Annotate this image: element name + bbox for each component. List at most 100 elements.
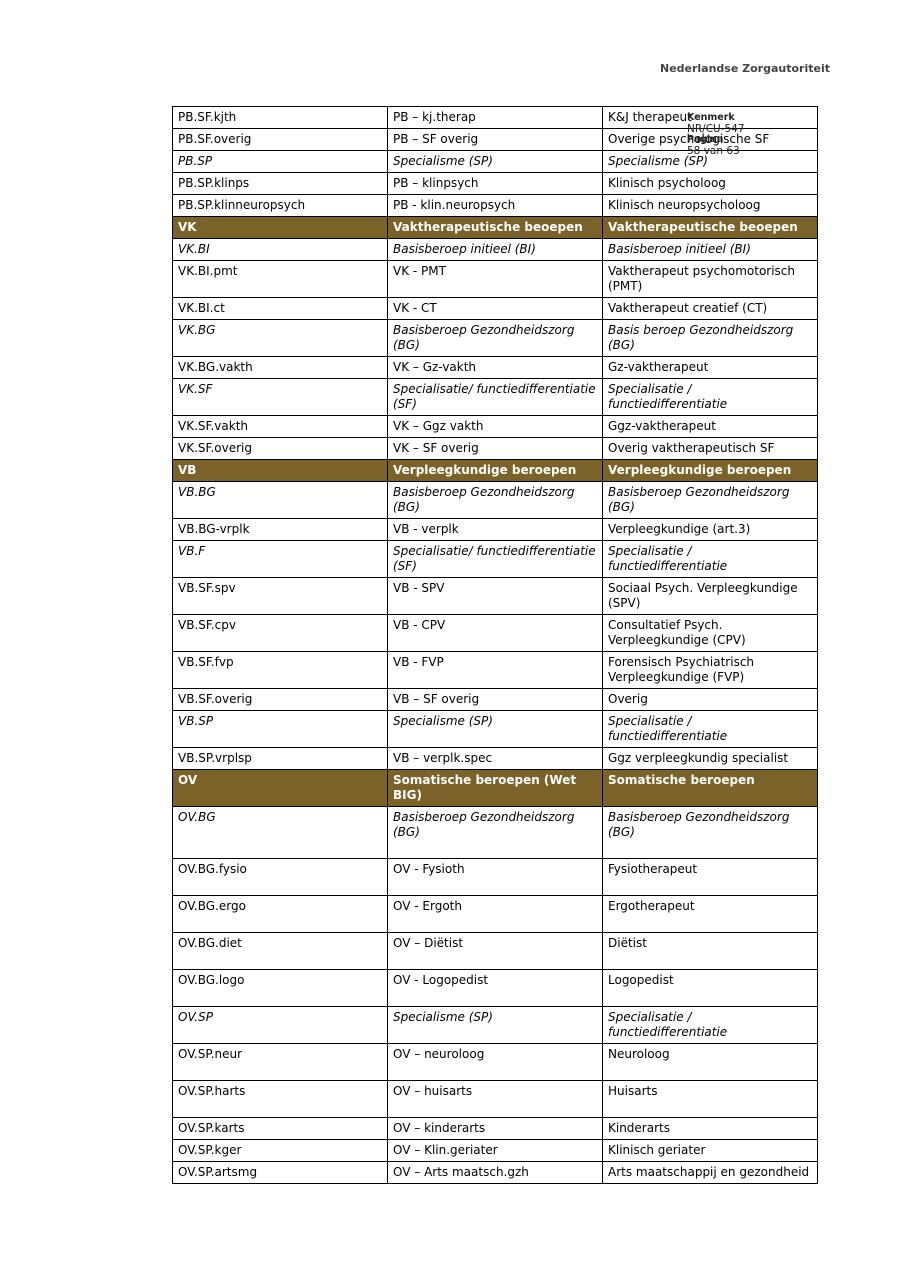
table-row: VB.BG Basisberoep Gezondheidszorg (BG) Bas… xyxy=(172,481,818,519)
table-row: OV.SP Specialisme (SP) Specialisatie / fun… xyxy=(172,1006,818,1044)
table-row: OV.SP.kger OV – Klin.geriater Klinisch ger… xyxy=(172,1139,818,1162)
table-row: OV.BG.diet OV – Diëtist Diëtist xyxy=(172,932,818,970)
table-cell: VK.BG xyxy=(172,319,388,357)
table-row: VB Verpleegkundige beroepen Verpleegkundig… xyxy=(172,459,818,482)
table-cell: VB - verplk xyxy=(387,518,603,541)
table-cell: Klinisch neuropsycholoog xyxy=(602,194,818,217)
table-row: VB.SF.spv VB - SPV Sociaal Psych. Verpleeg… xyxy=(172,577,818,615)
table-cell: VK – SF overig xyxy=(387,437,603,460)
table-cell: Ggz-vaktherapeut xyxy=(602,415,818,438)
table-cell: Specialisatie/ functiedifferentiatie (SF… xyxy=(387,540,603,578)
table-cell: Basisberoep Gezondheidszorg (BG) xyxy=(602,481,818,519)
table-cell: VK – Ggz vakth xyxy=(387,415,603,438)
table-row: OV.BG.fysio OV - Fysioth Fysiotherapeut xyxy=(172,858,818,896)
table-cell: VB – SF overig xyxy=(387,688,603,711)
table-cell: PB – kj.therap xyxy=(387,106,603,129)
table-cell: OV xyxy=(172,769,388,807)
table-cell: VK – Gz-vakth xyxy=(387,356,603,379)
table-cell: OV – kinderarts xyxy=(387,1117,603,1140)
table-row: OV.SP.karts OV – kinderarts Kinderarts xyxy=(172,1117,818,1140)
table-row: VB.BG-vrplk VB - verplk Verpleegkundige (a… xyxy=(172,518,818,541)
table-cell: OV.BG.fysio xyxy=(172,858,388,896)
table-cell: Basisberoep initieel (BI) xyxy=(387,238,603,261)
table-row: VK.BG Basisberoep Gezondheidszorg (BG) Bas… xyxy=(172,319,818,357)
table-cell: Ergotherapeut xyxy=(602,895,818,933)
table-row: OV.SP.harts OV – huisarts Huisarts xyxy=(172,1080,818,1118)
table-cell: Overige psychologische SF xyxy=(602,128,818,151)
table-row: VK.BG.vakth VK – Gz-vakth Gz-vaktherapeut xyxy=(172,356,818,379)
table-cell: PB.SP.klinps xyxy=(172,172,388,195)
table-cell: OV.BG.diet xyxy=(172,932,388,970)
table-cell: Overig vaktherapeutisch SF xyxy=(602,437,818,460)
table-cell: VB.SP.vrplsp xyxy=(172,747,388,770)
table: PB.SF.kjth PB – kj.therap K&J therapeut PB.… xyxy=(172,106,818,1184)
table-row: OV Somatische beroepen (Wet BIG) Somatisch… xyxy=(172,769,818,807)
table-cell: VK - PMT xyxy=(387,260,603,298)
table-cell: OV – Arts maatsch.gzh xyxy=(387,1161,603,1184)
table-cell: VK.BI.ct xyxy=(172,297,388,320)
table-row: VB.SP Specialisme (SP) Specialisatie / fun… xyxy=(172,710,818,748)
table-cell: PB.SP xyxy=(172,150,388,173)
table-cell: OV - Ergoth xyxy=(387,895,603,933)
table-cell: OV - Logopedist xyxy=(387,969,603,1007)
table-cell: VK - CT xyxy=(387,297,603,320)
table-cell: Basisberoep Gezondheidszorg (BG) xyxy=(602,806,818,859)
table-row: VK.SF Specialisatie/ functiedifferentiati… xyxy=(172,378,818,416)
table-row: VK.BI.pmt VK - PMT Vaktherapeut psychomoto… xyxy=(172,260,818,298)
pagina-label: Pagina xyxy=(687,134,724,145)
table-row: OV.SP.neur OV – neuroloog Neuroloog xyxy=(172,1043,818,1081)
table-cell: OV.SP.neur xyxy=(172,1043,388,1081)
table-cell: Verpleegkundige beroepen xyxy=(387,459,603,482)
table-cell: PB – klinpsych xyxy=(387,172,603,195)
table-cell: VB.SF.spv xyxy=(172,577,388,615)
table-cell: Specialisme (SP) xyxy=(387,1006,603,1044)
table-cell: PB.SP.klinneuropsych xyxy=(172,194,388,217)
table-row: OV.BG Basisberoep Gezondheidszorg (BG) Bas… xyxy=(172,806,818,859)
table-cell: OV – neuroloog xyxy=(387,1043,603,1081)
table-cell: PB – SF overig xyxy=(387,128,603,151)
table-cell: VK.SF.vakth xyxy=(172,415,388,438)
table-cell: Vaktherapeutische beoepen xyxy=(602,216,818,239)
table-cell: Diëtist xyxy=(602,932,818,970)
table-row: VB.SF.cpv VB - CPV Consultatief Psych. Ver… xyxy=(172,614,818,652)
table-cell: OV.BG xyxy=(172,806,388,859)
table-cell: VK.BI.pmt xyxy=(172,260,388,298)
table-cell: VK.BI xyxy=(172,238,388,261)
table-row: PB.SF.overig PB – SF overig Overige psycho… xyxy=(172,128,818,151)
table-cell: Specialisatie/ functiedifferentiatie (SF… xyxy=(387,378,603,416)
table-cell: OV.SP.harts xyxy=(172,1080,388,1118)
table-cell: VB.SF.fvp xyxy=(172,651,388,689)
table-cell: Gz-vaktherapeut xyxy=(602,356,818,379)
table-cell: VB – verplk.spec xyxy=(387,747,603,770)
table-row: VK.BI.ct VK - CT Vaktherapeut creatief (CT… xyxy=(172,297,818,320)
table-cell: VB.F xyxy=(172,540,388,578)
table-row: OV.BG.logo OV - Logopedist Logopedist xyxy=(172,969,818,1007)
table-cell: Forensisch Psychiatrisch Verpleegkundige… xyxy=(602,651,818,689)
kenmerk: NR/CU-547 xyxy=(687,123,745,135)
table-cell: Specialisatie / functiedifferentiatie xyxy=(602,1006,818,1044)
table-cell: Klinisch psycholoog xyxy=(602,172,818,195)
table-cell: PB.SF.kjth xyxy=(172,106,388,129)
table-cell: Logopedist xyxy=(602,969,818,1007)
table-cell: VK.SF.overig xyxy=(172,437,388,460)
table-cell: Sociaal Psych. Verpleegkundige (SPV) xyxy=(602,577,818,615)
table-cell: Arts maatschappij en gezondheid xyxy=(602,1161,818,1184)
table-cell: VB.SF.cpv xyxy=(172,614,388,652)
table-row: OV.SP.artsmg OV – Arts maatsch.gzh Arts ma… xyxy=(172,1161,818,1184)
table-cell: OV – Diëtist xyxy=(387,932,603,970)
table-cell: Consultatief Psych. Verpleegkundige (CPV… xyxy=(602,614,818,652)
table-cell: Basisberoep Gezondheidszorg (BG) xyxy=(387,481,603,519)
table-cell: OV.BG.ergo xyxy=(172,895,388,933)
table-cell: OV.SP xyxy=(172,1006,388,1044)
table-cell: VK xyxy=(172,216,388,239)
table-cell: Kinderarts xyxy=(602,1117,818,1140)
table-row: PB.SP.klinps PB – klinpsych Klinisch psych… xyxy=(172,172,818,195)
table-cell: Huisarts xyxy=(602,1080,818,1118)
table-cell: Verpleegkundige (art.3) xyxy=(602,518,818,541)
table-cell: Specialisme (SP) xyxy=(387,710,603,748)
table-cell: VB - SPV xyxy=(387,577,603,615)
table-cell: VK.SF xyxy=(172,378,388,416)
table-cell: Overig xyxy=(602,688,818,711)
pagina: 58 van 63 xyxy=(687,145,740,157)
